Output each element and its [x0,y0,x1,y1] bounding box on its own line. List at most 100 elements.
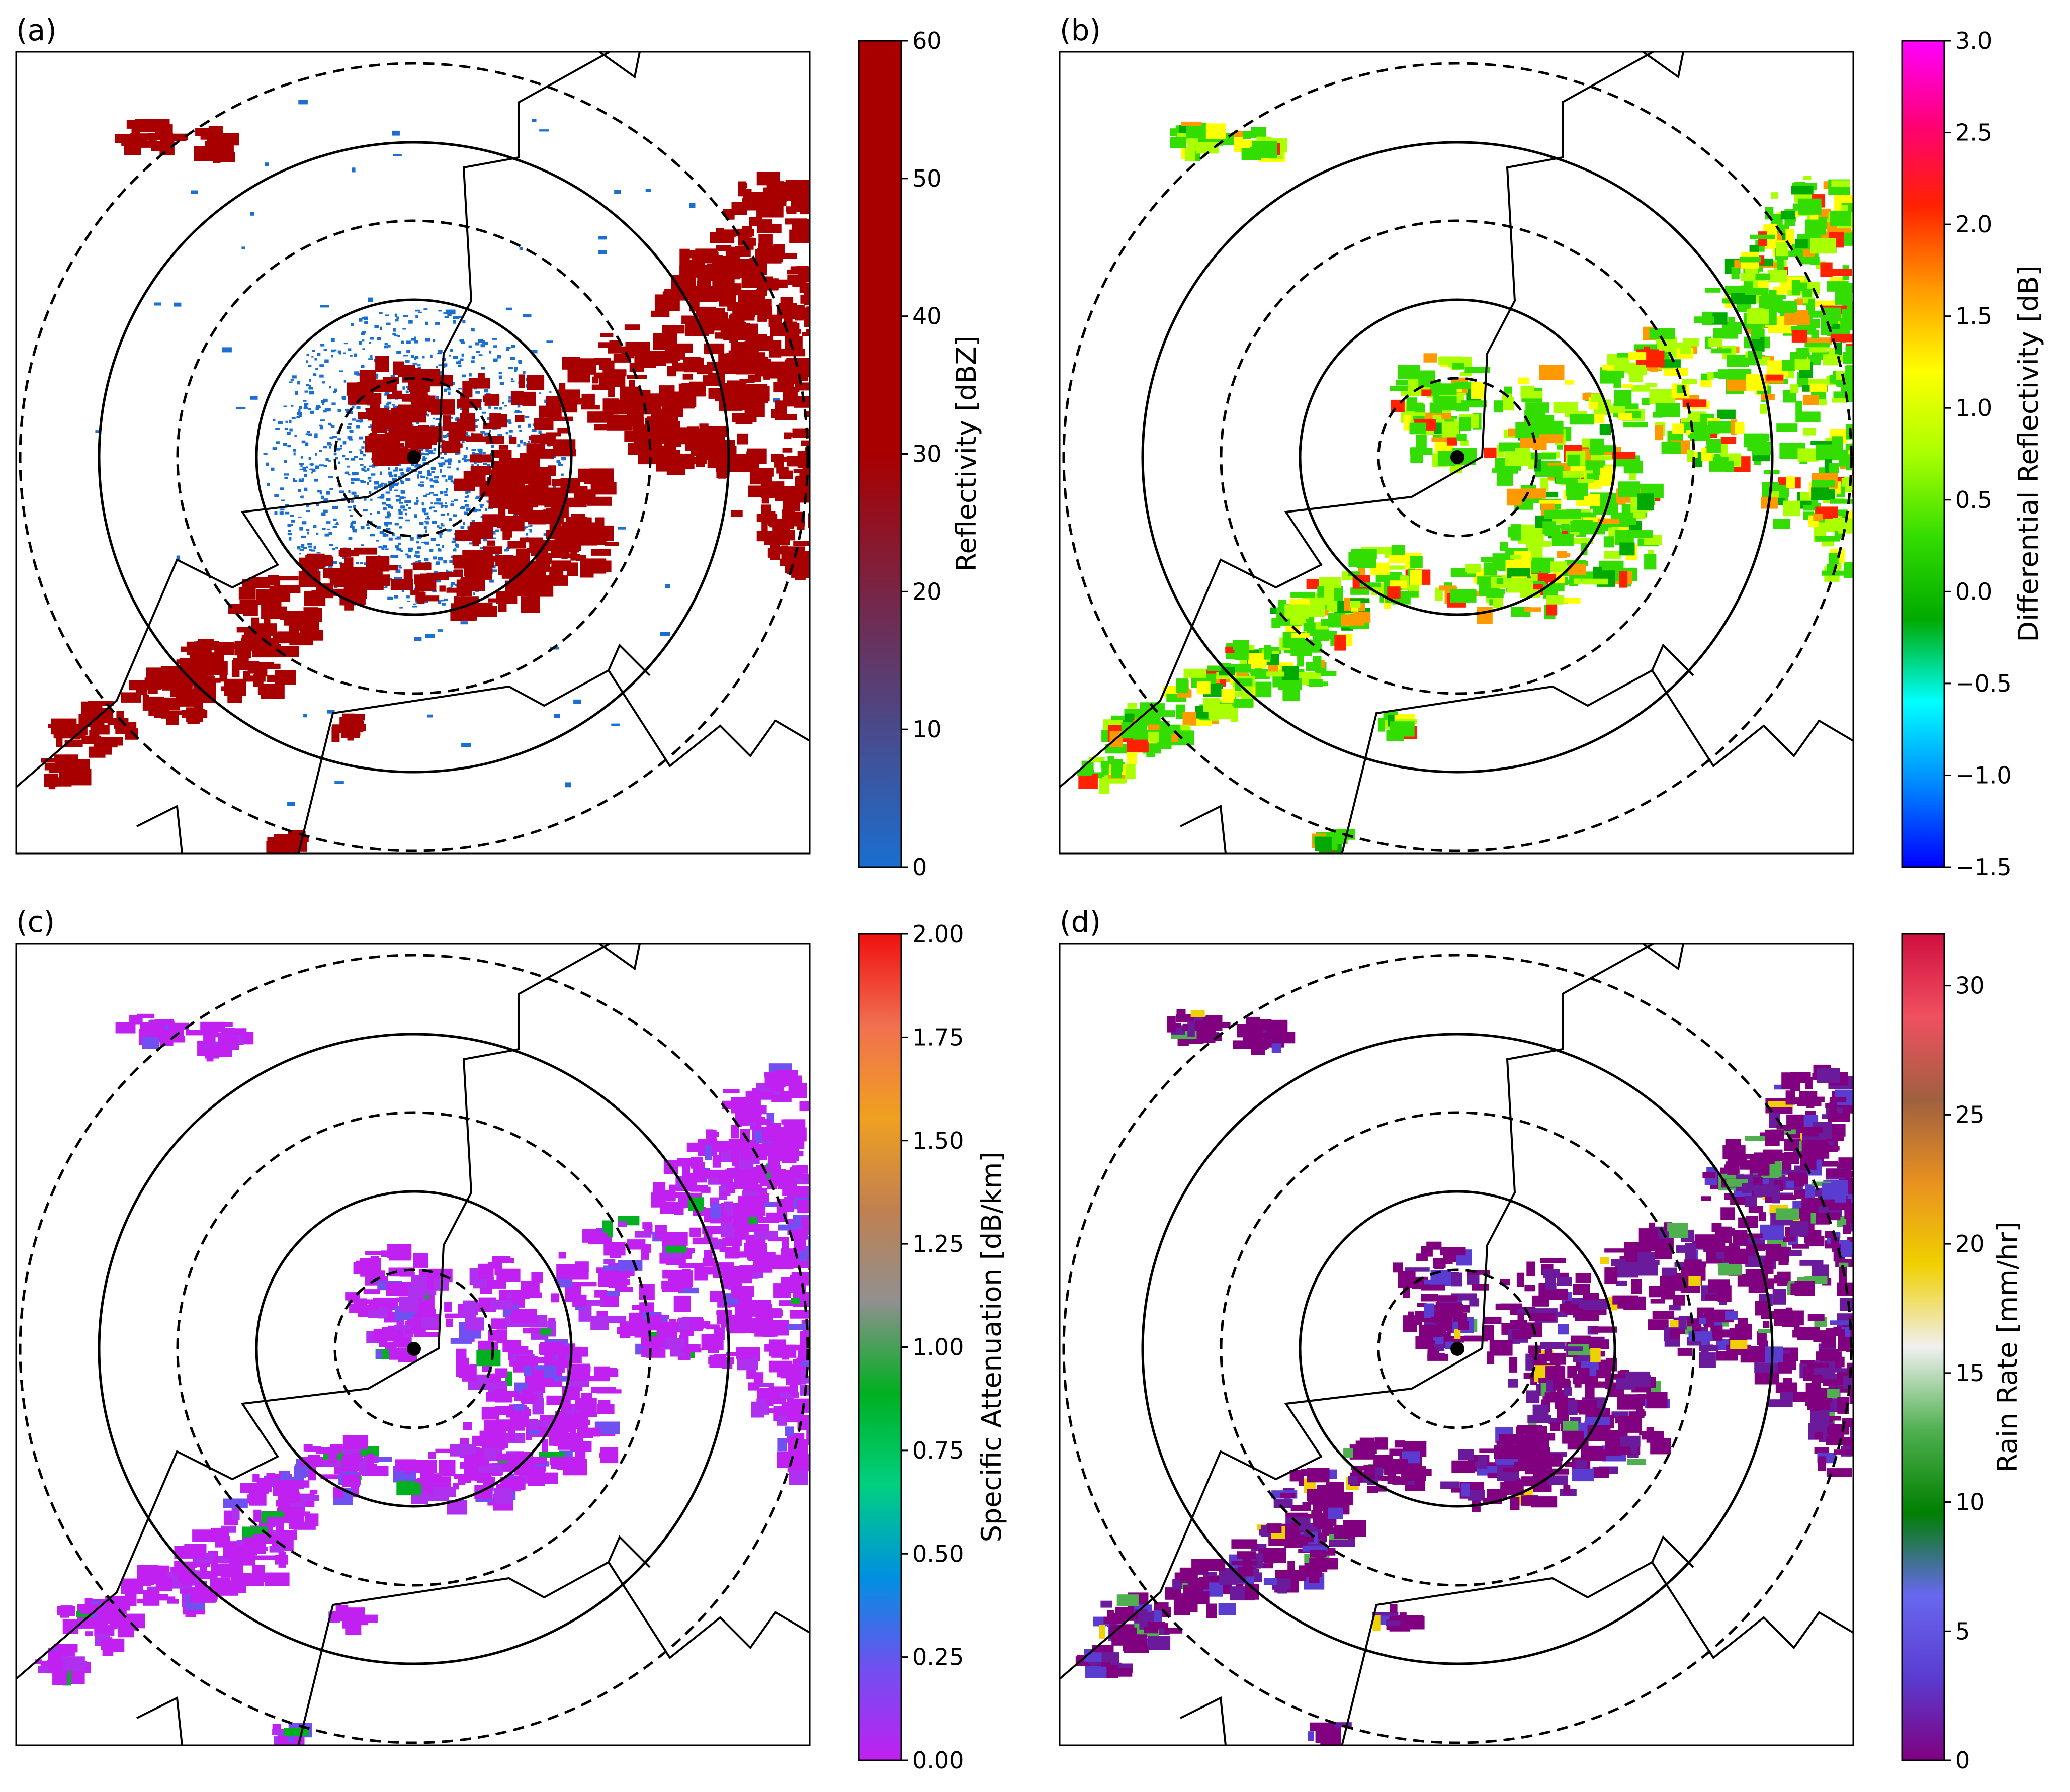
echo-cell [664,433,681,447]
echo-cell [415,315,418,318]
echo-cell [739,379,755,383]
echo-cell [819,1409,830,1415]
echo-cell [95,430,100,433]
range-ring [1220,219,1695,695]
echo-cell [716,458,738,472]
echo-cell [694,1266,714,1275]
echo-cell [298,414,302,417]
echo-cell [343,352,346,355]
echo-cell [302,467,306,470]
echo-cell [1598,447,1614,452]
echo-cell [142,1037,159,1049]
echo-cell [471,520,475,523]
echo-cell [482,514,502,527]
echo-cell [704,1250,713,1263]
echo-cell [745,326,754,344]
echo-cell [722,1238,742,1246]
echo-cell [731,1125,739,1139]
echo-cell [1727,369,1752,380]
echo-cell [1810,441,1833,445]
echo-cell [746,359,771,374]
echo-cell [767,548,778,558]
echo-cell [419,522,424,525]
echo-cell [1423,353,1437,363]
echo-cell [768,1360,793,1373]
echo-cell [547,416,573,421]
echo-cell [802,1173,810,1180]
echo-cell [1315,836,1332,851]
echo-cell [314,436,318,439]
echo-cell [333,518,337,521]
echo-cell [444,505,448,508]
echo-cell [788,530,795,541]
echo-cell [512,465,531,471]
echo-cell [370,1256,379,1263]
echo-cell [406,555,411,559]
echo-cell [757,1383,774,1387]
echo-cell [724,1201,733,1216]
echo-cell [360,526,365,530]
echo-cell [316,405,320,408]
echo-cell [754,1105,767,1115]
echo-cell [748,1382,760,1391]
range-ring [1299,298,1616,616]
echo-cell [794,396,810,408]
echo-cell [340,563,353,571]
echo-cell [615,1287,633,1292]
echo-cell [1813,514,1823,521]
echo-cell [289,381,293,383]
echo-cell [298,409,301,413]
echo-cell [792,219,810,223]
echo-cell [405,1468,412,1474]
echo-cell [547,465,556,476]
echo-cell [518,374,525,388]
echo-cell [401,365,415,376]
echo-cell [1735,422,1745,434]
echo-cell [784,1197,794,1212]
echo-cell [163,710,190,715]
echo-cell [425,449,429,452]
echo-cell [712,277,735,287]
echo-cell [382,545,387,548]
echo-cell [236,627,250,633]
echo-cell [353,1262,377,1274]
echo-cell [421,453,426,455]
echo-cell [356,406,361,409]
echo-cell [299,557,312,567]
panel-c-label: (c) [16,905,55,939]
echo-cell [416,421,419,424]
echo-cell [298,100,308,105]
panel-c-echoes [35,1013,830,1745]
echo-cell [298,570,321,587]
echo-cell [753,1372,764,1386]
echo-cell [425,518,430,520]
echo-cell [424,541,429,544]
echo-cell [311,469,316,472]
echo-cell [1429,381,1441,395]
echo-cell [356,419,361,422]
echo-cell [361,446,365,449]
echo-cell [281,511,284,515]
echo-cell [1649,389,1675,404]
echo-cell [603,1259,616,1264]
echo-cell [342,556,346,559]
echo-cell [1590,393,1604,402]
echo-cell [324,359,329,363]
panel-b-map-lines [1060,52,1853,854]
echo-cell [349,509,352,511]
echo-cell [440,491,444,495]
echo-cell [452,610,477,621]
echo-cell [351,458,356,461]
echo-cell [269,575,277,586]
echo-cell [671,1192,690,1198]
echo-cell [435,322,440,325]
echo-cell [223,1498,248,1508]
echo-cell [1536,491,1559,498]
echo-cell [590,1316,609,1330]
echo-cell [520,537,543,543]
echo-cell [532,1398,544,1415]
echo-cell [522,453,543,459]
colorbar-tick-label: 10 [912,716,942,743]
echo-cell [287,802,295,806]
echo-cell [440,523,444,526]
